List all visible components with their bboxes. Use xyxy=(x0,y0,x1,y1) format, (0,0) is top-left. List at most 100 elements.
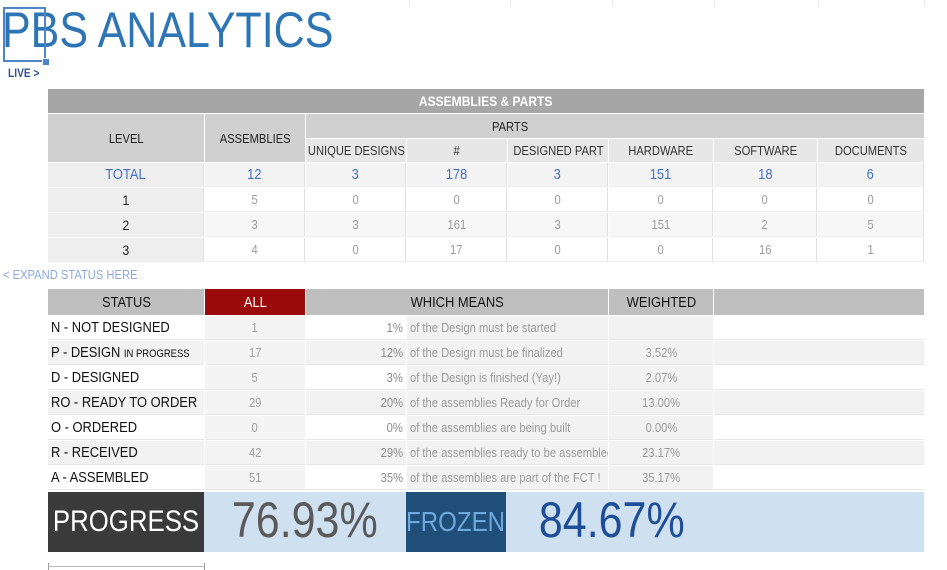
parts-column-header-label: # xyxy=(453,143,461,158)
status-pct: 0% xyxy=(386,420,403,435)
status-count: 29 xyxy=(248,395,262,410)
parts-header-label: PARTS xyxy=(491,118,529,134)
status-pct: 3% xyxy=(386,370,403,385)
assemblies-value-cell: 12 xyxy=(205,163,305,187)
status-label-cell: R - RECEIVED xyxy=(48,441,204,465)
status-meaning: of the assemblies are part of the FCT ! xyxy=(410,470,601,485)
status-meaning: of the Design must be finalized xyxy=(410,345,563,360)
assemblies-value-cell: 0 xyxy=(508,238,608,262)
progress-value: 76.93% xyxy=(232,492,378,548)
which-means-header-label: WHICH MEANS xyxy=(410,293,504,311)
parts-column-header-label: DESIGNED PART xyxy=(512,143,604,158)
assemblies-value: 3 xyxy=(251,217,258,232)
parts-column-header: DESIGNED PART xyxy=(508,139,608,162)
assemblies-value-cell: 3 xyxy=(306,163,406,187)
parts-column-header: UNIQUE DESIGNS xyxy=(306,139,406,162)
status-header-label: STATUS xyxy=(101,293,151,311)
assemblies-value: 0 xyxy=(867,192,874,207)
assemblies-value: 5 xyxy=(251,192,258,207)
assemblies-value: 1 xyxy=(867,242,874,257)
assemblies-value-cell: 3 xyxy=(205,213,305,237)
status-pct-cell: 1% xyxy=(306,316,406,340)
assemblies-value: 0 xyxy=(761,192,769,207)
assemblies-value-cell: 151 xyxy=(609,213,713,237)
status-meaning: of the assemblies Ready for Order xyxy=(410,395,581,410)
level-cell: TOTAL xyxy=(48,163,204,187)
status-pct-cell: 29% xyxy=(306,441,406,465)
assemblies-value-cell: 5 xyxy=(818,213,924,237)
assemblies-value: 151 xyxy=(651,217,670,232)
assemblies-value: 0 xyxy=(554,192,561,207)
status-weighted-cell xyxy=(609,316,713,340)
status-header: STATUS xyxy=(48,289,204,315)
expand-status-link[interactable]: < EXPAND STATUS HERE xyxy=(3,267,138,282)
status-row-extension xyxy=(714,441,924,465)
fill-handle[interactable] xyxy=(42,58,50,66)
status-row-extension xyxy=(714,316,924,340)
cell-selection-box[interactable] xyxy=(3,7,46,62)
assemblies-value-cell: 5 xyxy=(205,188,305,212)
status-count: 42 xyxy=(248,445,262,460)
status-count-cell: 51 xyxy=(205,466,305,490)
sheet-border-mark xyxy=(48,566,204,567)
level-label: 2 xyxy=(122,216,129,233)
assemblies-value: 161 xyxy=(447,217,466,232)
progress-value-box: 76.93% xyxy=(205,488,405,552)
status-pct: 1% xyxy=(386,320,403,335)
status-row-extension xyxy=(714,391,924,415)
status-row-extension xyxy=(714,366,924,390)
assemblies-value-cell: 3 xyxy=(508,163,608,187)
status-pct-cell: 35% xyxy=(306,466,406,490)
status-label: RO - READY TO ORDER xyxy=(51,394,197,411)
status-meaning-cell: of the Design must be started xyxy=(407,316,608,340)
status-label-cell: A - ASSEMBLED xyxy=(48,466,204,490)
status-label: A - ASSEMBLED xyxy=(51,469,149,486)
assemblies-value: 5 xyxy=(867,217,874,232)
assemblies-band-title: ASSEMBLIES & PARTS xyxy=(419,93,553,109)
status-count-cell: 1 xyxy=(205,316,305,340)
status-weighted-cell: 2.07% xyxy=(609,366,713,390)
assemblies-value-cell: 0 xyxy=(508,188,608,212)
status-count: 17 xyxy=(248,345,262,360)
level-header-label: LEVEL xyxy=(108,130,144,146)
assemblies-value-cell: 178 xyxy=(407,163,507,187)
assemblies-value: 4 xyxy=(251,242,258,257)
parts-column-header-label: HARDWARE xyxy=(628,143,694,158)
status-label-main: P - DESIGN xyxy=(51,344,124,361)
status-weighted: 2.07% xyxy=(645,370,677,385)
status-meaning: of the Design is finished (Yay!) xyxy=(410,370,561,385)
weighted-header: WEIGHTED xyxy=(609,289,713,315)
frozen-value-box: 84.67% xyxy=(507,488,717,552)
assemblies-value-cell: 0 xyxy=(609,238,713,262)
progress-label: PROGRESS xyxy=(52,505,200,538)
status-weighted: 35.17% xyxy=(642,470,680,485)
assemblies-band: ASSEMBLIES & PARTS xyxy=(48,89,924,113)
status-label-small: IN PROGRESS xyxy=(123,348,190,360)
assemblies-value: 151 xyxy=(649,166,672,183)
status-meaning-cell: of the assemblies Ready for Order xyxy=(407,391,608,415)
assemblies-value: 0 xyxy=(657,242,664,257)
live-link[interactable]: LIVE > xyxy=(8,66,40,80)
status-count: 1 xyxy=(251,320,259,335)
assemblies-value-cell: 161 xyxy=(407,213,507,237)
assemblies-value: 12 xyxy=(247,166,262,183)
assemblies-value-cell: 0 xyxy=(818,188,924,212)
assemblies-value: 6 xyxy=(866,166,875,183)
weighted-header-label: WEIGHTED xyxy=(626,293,696,311)
assemblies-header: ASSEMBLIES xyxy=(205,114,305,162)
assemblies-value: 0 xyxy=(352,192,359,207)
which-means-header: WHICH MEANS xyxy=(306,289,608,315)
all-header: ALL xyxy=(205,289,305,315)
status-label-main: RO - READY TO ORDER xyxy=(51,394,198,411)
status-meaning-cell: of the Design must be finalized xyxy=(407,341,608,365)
status-label-cell: P - DESIGN IN PROGRESS xyxy=(48,341,204,365)
assemblies-value: 0 xyxy=(554,242,561,257)
assemblies-value-cell: 3 xyxy=(508,213,608,237)
status-label: R - RECEIVED xyxy=(51,444,138,461)
status-weighted: 0.00% xyxy=(645,420,677,435)
status-pct-cell: 3% xyxy=(306,366,406,390)
assemblies-value: 0 xyxy=(657,192,664,207)
status-count-cell: 5 xyxy=(205,366,305,390)
status-label-cell: O - ORDERED xyxy=(48,416,204,440)
assemblies-value-cell: 16 xyxy=(714,238,817,262)
